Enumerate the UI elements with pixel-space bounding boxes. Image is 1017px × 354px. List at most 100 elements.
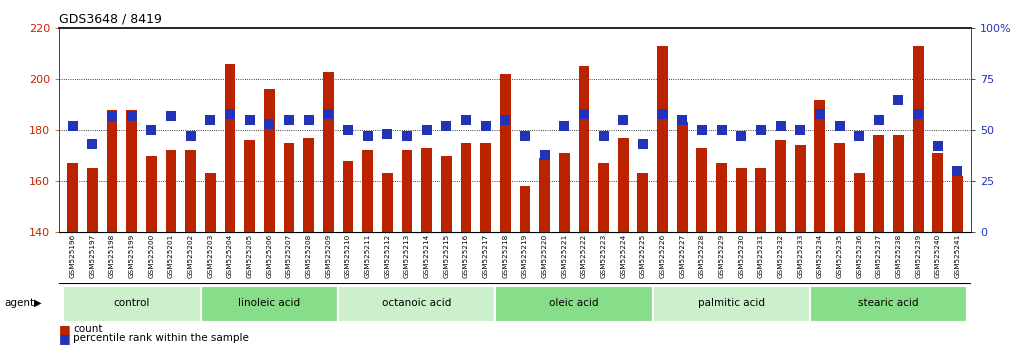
Bar: [775, 140, 786, 232]
Bar: [853, 173, 864, 232]
Text: GSM525209: GSM525209: [325, 233, 332, 278]
Point: [438, 123, 455, 129]
Point: [753, 127, 769, 133]
Bar: [185, 150, 196, 232]
Text: stearic acid: stearic acid: [858, 298, 919, 308]
Point: [910, 111, 926, 117]
Bar: [402, 150, 412, 232]
Text: GSM525230: GSM525230: [738, 233, 744, 278]
Point: [556, 123, 573, 129]
Point: [478, 123, 494, 129]
Text: GSM525204: GSM525204: [227, 233, 233, 278]
Point: [320, 111, 337, 117]
Text: GSM525224: GSM525224: [620, 233, 626, 278]
Point: [812, 111, 828, 117]
Point: [694, 127, 710, 133]
Text: GSM525233: GSM525233: [797, 233, 803, 278]
Text: GSM525227: GSM525227: [679, 233, 685, 278]
Bar: [520, 186, 530, 232]
Bar: [225, 64, 236, 232]
Bar: [677, 122, 687, 232]
Bar: [810, 286, 967, 322]
Text: GSM525206: GSM525206: [266, 233, 273, 278]
Text: GSM525229: GSM525229: [719, 233, 724, 278]
Point: [202, 117, 219, 123]
Bar: [893, 135, 904, 232]
Point: [674, 117, 691, 123]
Point: [654, 111, 670, 117]
Bar: [874, 135, 884, 232]
Text: GSM525202: GSM525202: [188, 233, 193, 278]
Point: [399, 133, 415, 139]
Bar: [87, 168, 98, 232]
Bar: [343, 161, 353, 232]
Point: [281, 117, 297, 123]
Text: GSM525207: GSM525207: [286, 233, 292, 278]
Text: GSM525208: GSM525208: [306, 233, 311, 278]
Text: GSM525216: GSM525216: [463, 233, 469, 278]
Text: GSM525196: GSM525196: [70, 233, 75, 278]
Bar: [697, 148, 707, 232]
Point: [104, 113, 120, 119]
Point: [615, 117, 632, 123]
Point: [497, 117, 514, 123]
Point: [949, 168, 965, 174]
Bar: [794, 145, 805, 232]
Point: [360, 133, 376, 139]
Text: GSM525215: GSM525215: [443, 233, 450, 278]
Text: GSM525239: GSM525239: [915, 233, 921, 278]
Text: GSM525214: GSM525214: [424, 233, 429, 278]
Text: GSM525237: GSM525237: [876, 233, 882, 278]
Point: [536, 152, 552, 157]
Bar: [264, 89, 275, 232]
Bar: [834, 143, 845, 232]
Bar: [598, 163, 609, 232]
Bar: [579, 67, 589, 232]
Point: [419, 127, 435, 133]
Text: GSM525231: GSM525231: [758, 233, 764, 278]
Text: GSM525234: GSM525234: [817, 233, 823, 278]
Text: GSM525197: GSM525197: [89, 233, 96, 278]
Bar: [339, 286, 495, 322]
Point: [340, 127, 356, 133]
Point: [65, 123, 81, 129]
Text: GSM525221: GSM525221: [561, 233, 567, 278]
Bar: [323, 72, 334, 232]
Text: GSM525235: GSM525235: [837, 233, 842, 278]
Bar: [67, 163, 78, 232]
Bar: [480, 143, 491, 232]
Text: agent: agent: [4, 298, 35, 308]
Bar: [500, 74, 511, 232]
Text: palmitic acid: palmitic acid: [698, 298, 765, 308]
Point: [930, 144, 946, 149]
Bar: [559, 153, 570, 232]
Bar: [63, 286, 200, 322]
Bar: [618, 138, 629, 232]
Text: ■: ■: [59, 323, 71, 336]
Point: [458, 117, 474, 123]
Bar: [382, 173, 393, 232]
Bar: [284, 143, 294, 232]
Point: [792, 127, 809, 133]
Text: GDS3648 / 8419: GDS3648 / 8419: [59, 13, 162, 26]
Point: [733, 133, 750, 139]
Text: GSM525220: GSM525220: [542, 233, 547, 278]
Bar: [815, 99, 825, 232]
Bar: [495, 286, 653, 322]
Bar: [653, 286, 810, 322]
Bar: [362, 150, 373, 232]
Point: [143, 127, 160, 133]
Text: ▶: ▶: [34, 298, 41, 308]
Point: [379, 131, 396, 137]
Bar: [126, 110, 137, 232]
Text: GSM525218: GSM525218: [502, 233, 508, 278]
Bar: [539, 158, 550, 232]
Point: [261, 121, 278, 127]
Text: GSM525238: GSM525238: [896, 233, 901, 278]
Bar: [441, 155, 452, 232]
Bar: [244, 140, 255, 232]
Bar: [107, 110, 118, 232]
Text: GSM525201: GSM525201: [168, 233, 174, 278]
Text: control: control: [114, 298, 149, 308]
Bar: [638, 173, 648, 232]
